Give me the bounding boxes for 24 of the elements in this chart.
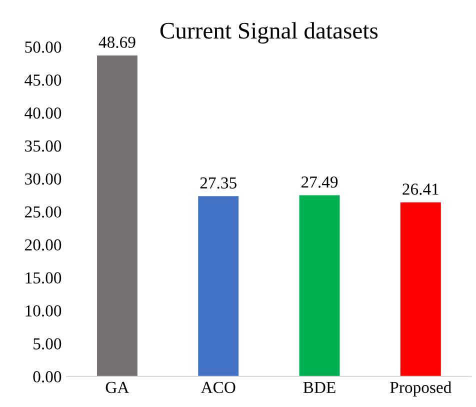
data-label: 48.69 (98, 36, 136, 48)
data-label: 26.41 (402, 184, 438, 195)
bar (299, 195, 340, 376)
data-label: 27.35 (200, 177, 236, 189)
x-tick-label: BDE (303, 382, 336, 393)
y-tick-label: 10.00 (26, 305, 62, 317)
y-tick-label: 45.00 (24, 74, 62, 86)
bar (198, 196, 239, 376)
bar (96, 55, 138, 376)
y-tick-label: 25.00 (25, 206, 62, 218)
y-tick-label: 15.00 (26, 272, 62, 284)
y-tick-label: 5.00 (34, 338, 62, 350)
y-tick-label: 0.00 (33, 371, 62, 382)
chart-title: Current Signal datasets (160, 22, 378, 44)
y-tick-label: 30.00 (25, 173, 62, 185)
x-tick-label: Proposed (390, 381, 452, 396)
y-tick-label: 40.00 (24, 107, 62, 119)
y-tick-label: 20.00 (25, 239, 62, 251)
x-tick-label: GA (106, 382, 130, 394)
bar (400, 202, 441, 376)
x-tick-label: ACO (200, 382, 236, 394)
data-label: 27.49 (301, 176, 338, 188)
y-tick-label: 50.00 (25, 42, 62, 53)
y-tick-label: 35.00 (25, 140, 62, 152)
